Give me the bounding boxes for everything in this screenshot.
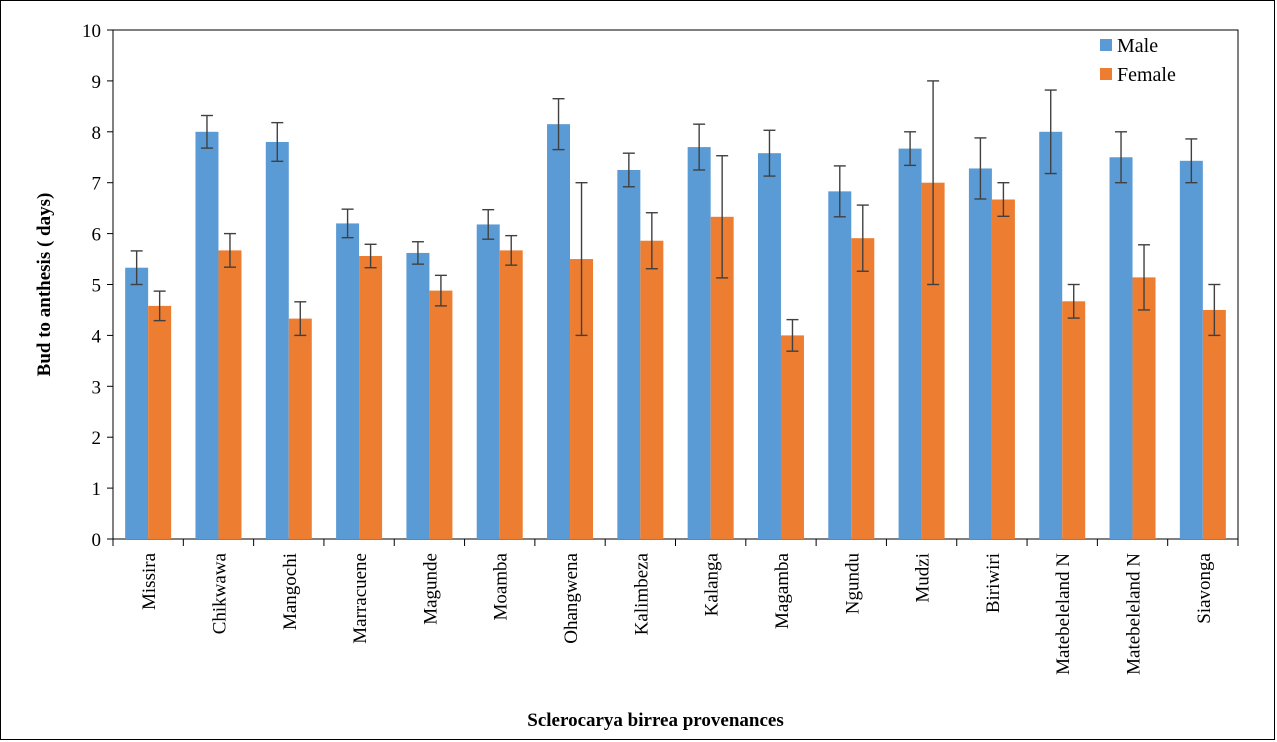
x-tick-label: Siavonga: [1194, 552, 1215, 623]
y-tick-label: 7: [92, 174, 102, 195]
bar-female: [148, 305, 172, 539]
bar-male: [336, 223, 360, 540]
bar-female: [288, 318, 312, 539]
bar-male: [687, 147, 711, 539]
x-tick-label: Ngundu: [842, 553, 863, 615]
bar-male: [1179, 160, 1203, 540]
legend: Male Female: [1100, 35, 1176, 86]
y-axis: 0 1 2 3 4 5 6 7 8 9 10: [82, 21, 113, 551]
bar-female: [640, 240, 664, 539]
legend-label-female: Female: [1117, 64, 1176, 86]
x-tick-label: Matebeleland N: [1124, 553, 1145, 675]
y-tick-label: 3: [92, 377, 102, 398]
x-tick-label: Mangochi: [280, 553, 301, 630]
y-tick-label: 4: [92, 326, 102, 347]
x-axis-title: Sclerocarya birrea provenances: [527, 710, 783, 731]
x-tick-label: Biriwiri: [983, 553, 1004, 613]
bar-female: [1132, 277, 1156, 539]
bar-male: [195, 131, 219, 540]
y-tick-label: 0: [92, 530, 102, 551]
x-tick-label: Magunde: [420, 553, 441, 625]
x-tick-label: Missira: [139, 552, 160, 610]
bar-male: [968, 168, 992, 539]
bar-female: [780, 335, 804, 539]
bar-male: [757, 153, 781, 540]
bar-female: [429, 290, 453, 539]
bar-male: [828, 191, 852, 539]
x-tick-label: Magamba: [772, 552, 793, 629]
bar-female: [570, 259, 594, 539]
y-tick-label: 9: [92, 72, 102, 93]
bar-female: [1202, 309, 1226, 539]
bar-male: [547, 124, 571, 539]
y-tick-label: 1: [92, 479, 102, 500]
x-tick-label: Kalimbeza: [631, 552, 652, 635]
x-tick-label: Chikwawa: [209, 552, 230, 634]
bar-female: [499, 250, 523, 539]
y-axis-title: Bud to anthesis ( days): [34, 193, 55, 377]
bar-male: [617, 169, 641, 539]
legend-label-male: Male: [1117, 35, 1158, 57]
legend-swatch-male: [1100, 39, 1112, 51]
x-tick-label: Mudzi: [913, 553, 934, 603]
bar-male: [476, 224, 500, 540]
y-tick-label: 10: [82, 21, 101, 42]
x-tick-label: Ohangwena: [561, 552, 582, 643]
bar-male: [265, 141, 289, 540]
y-tick-label: 2: [92, 428, 102, 449]
x-tick-label: Kalanga: [702, 552, 723, 616]
bar-female: [218, 250, 242, 539]
y-tick-label: 8: [92, 123, 102, 144]
bar-male: [406, 252, 430, 539]
bar-male: [1109, 157, 1133, 539]
bar-female: [851, 238, 875, 539]
x-tick-label: Matebeleland N: [1053, 553, 1074, 675]
bar-male: [898, 148, 922, 540]
x-axis: Missira Chikwawa Mangochi Marracuene Magunde…: [112, 539, 1239, 675]
bar-female: [1062, 301, 1086, 539]
bar-female: [710, 216, 734, 540]
x-tick-label: Moamba: [491, 552, 512, 620]
y-tick-label: 5: [92, 276, 102, 297]
x-tick-label: Marracuene: [350, 553, 371, 644]
bar-female: [359, 255, 383, 539]
bar-female: [991, 199, 1015, 539]
y-tick-label: 6: [92, 225, 102, 246]
bars: [125, 80, 1226, 540]
bar-male: [125, 267, 149, 539]
legend-swatch-female: [1100, 68, 1112, 80]
bar-female: [921, 182, 945, 539]
bar-male: [1039, 131, 1063, 540]
